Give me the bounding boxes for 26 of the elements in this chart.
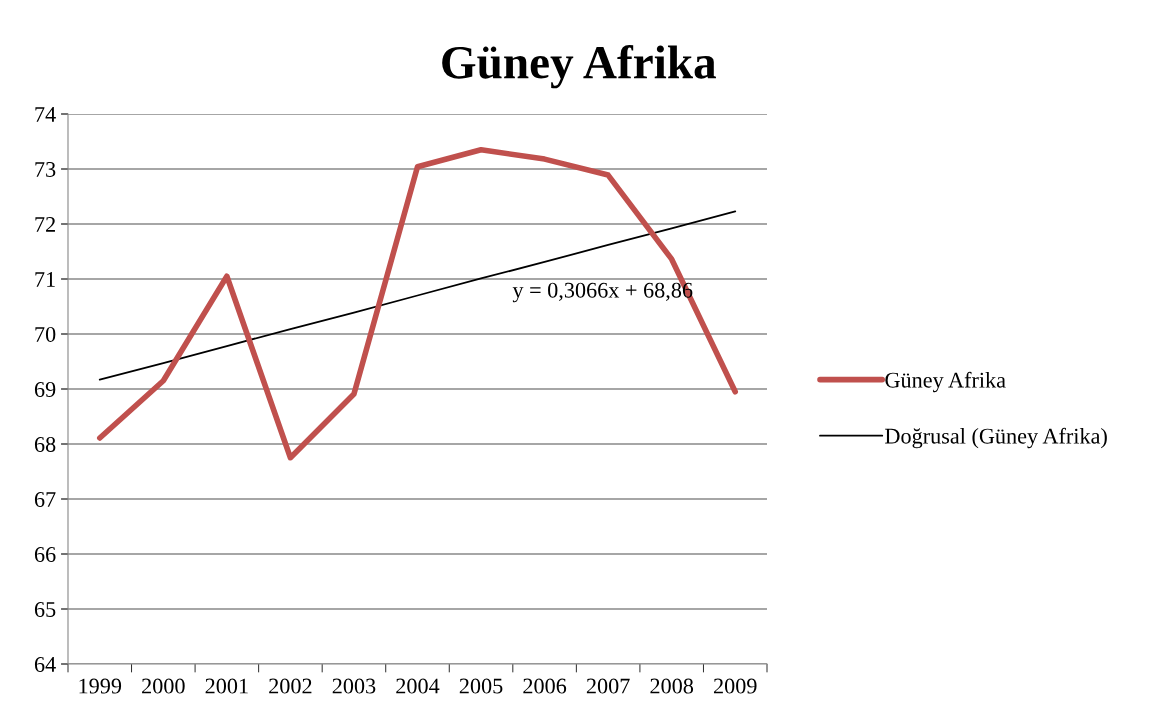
y-tick-label: 72 <box>35 216 55 232</box>
x-tick-label: 2006 <box>523 678 567 694</box>
y-tick-label: 69 <box>34 381 56 397</box>
x-tick-label: 2004 <box>396 678 440 694</box>
y-tick-label: 67 <box>34 491 56 507</box>
x-tick-label: 2009 <box>713 678 757 694</box>
y-tick-label: 64 <box>34 656 56 672</box>
y-tick-label: 66 <box>34 546 56 562</box>
y-tick-label: 65 <box>34 601 56 617</box>
x-tick-label: 2000 <box>142 678 185 694</box>
x-tick-label: 2001 <box>205 678 248 694</box>
x-tick-label: 1999 <box>79 678 122 694</box>
x-tick-label: 2007 <box>586 678 630 694</box>
x-tick-label: 2008 <box>650 678 694 694</box>
line-series <box>98 210 737 381</box>
y-tick-label: 73 <box>35 161 56 177</box>
y-tick-label: 74 <box>35 107 56 122</box>
y-tick-label: 71 <box>35 272 55 287</box>
legend-label: Doğrusal (Güney Afrika) <box>885 427 1107 449</box>
x-tick-label: 2002 <box>269 678 312 694</box>
x-tick-label: 2003 <box>332 678 376 694</box>
chart-title: Güney Afrika <box>442 44 716 89</box>
legend-label: Güney Afrika <box>885 371 1006 393</box>
y-tick-label: 68 <box>34 436 56 452</box>
x-tick-label: 2005 <box>459 678 503 694</box>
y-tick-label: 70 <box>35 326 56 342</box>
